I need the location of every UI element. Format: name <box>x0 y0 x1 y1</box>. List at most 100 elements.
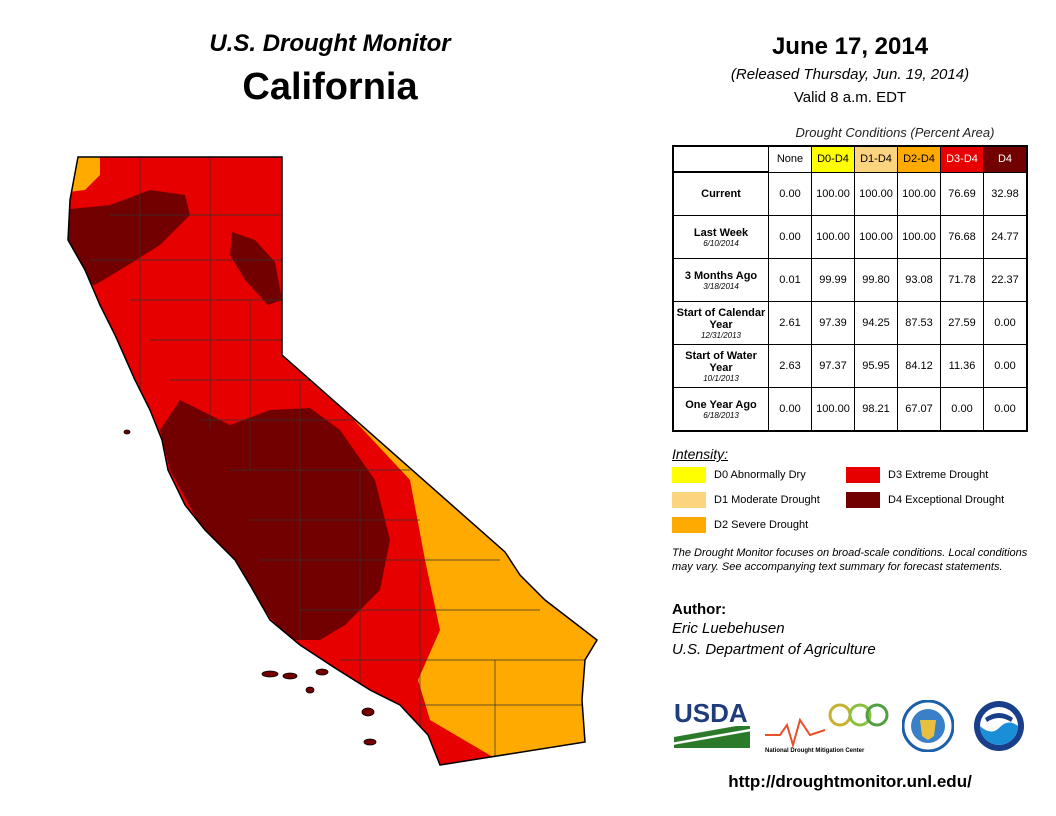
column-header: D2-D4 <box>897 145 941 173</box>
column-header: D0-D4 <box>811 145 855 173</box>
table-cell: 100.00 <box>854 171 898 216</box>
channel-islands <box>123 429 377 746</box>
legend-swatch <box>846 492 880 508</box>
legend-item: D3 Extreme Drought <box>846 467 988 483</box>
row-label-text: Last Week <box>693 226 749 239</box>
row-date: 12/31/2013 <box>700 330 742 340</box>
table-cell: 100.00 <box>811 387 855 432</box>
row-label-text: Start of Water Year <box>685 349 757 374</box>
table-cell: 32.98 <box>983 171 1028 216</box>
table-cell: 76.68 <box>940 215 984 259</box>
table-cell: 100.00 <box>897 215 941 259</box>
table-cell: 87.53 <box>897 301 941 345</box>
legend-swatch <box>672 517 706 533</box>
table-cell: 0.00 <box>983 344 1028 388</box>
table-cell: 95.95 <box>854 344 898 388</box>
column-header: D4 <box>983 145 1028 173</box>
table-cell: 0.01 <box>768 258 812 302</box>
ndmc-logo: National Drought Mitigation Center <box>765 703 889 754</box>
disclaimer-note: The Drought Monitor focuses on broad-sca… <box>672 547 1028 573</box>
legend-swatch <box>672 492 706 508</box>
table-cell: 97.37 <box>811 344 855 388</box>
release-date: (Released Thursday, Jun. 19, 2014) <box>730 66 970 83</box>
legend-label: D4 Exceptional Drought <box>888 494 1005 506</box>
row-label-text: One Year Ago <box>685 398 757 411</box>
table-caption: Drought Conditions (Percent Area) <box>795 125 995 140</box>
table-row: 3 Months Ago 3/18/2014 0.01 99.99 99.80 93.08… <box>672 258 1028 302</box>
legend-label: D1 Moderate Drought <box>714 494 820 506</box>
table-cell: 0.00 <box>768 171 812 216</box>
table-cell: 99.99 <box>811 258 855 302</box>
legend-label: D3 Extreme Drought <box>888 469 989 481</box>
table-cell: 0.00 <box>940 387 984 432</box>
row-date: 6/10/2014 <box>703 238 739 248</box>
row-label: Last Week 6/10/2014 <box>672 215 769 259</box>
svg-text:National Drought Mitigation: National Drought Mitigation Center <box>765 748 865 754</box>
table-cell: 67.07 <box>897 387 941 432</box>
table-cell: 2.61 <box>768 301 812 345</box>
table-cell: 27.59 <box>940 301 984 345</box>
table-cell: 0.00 <box>768 387 812 432</box>
table-cell: 100.00 <box>854 215 898 259</box>
column-header: D1-D4 <box>854 145 898 173</box>
row-label: Start of Water Year 10/1/2013 <box>672 344 769 388</box>
table-cell: 94.25 <box>854 301 898 345</box>
row-label-text: 3 Months Ago <box>684 269 758 282</box>
table-cell: 0.00 <box>983 387 1028 432</box>
doc-seal-logo <box>902 700 954 752</box>
table-row: One Year Ago 6/18/2013 0.00 100.00 98.21 67.0… <box>672 387 1028 432</box>
valid-time: Valid 8 a.m. EDT <box>793 89 907 106</box>
row-date: 10/1/2013 <box>703 373 739 383</box>
noaa-logo <box>974 701 1024 751</box>
table-cell: 97.39 <box>811 301 855 345</box>
usda-logo: USDA <box>674 700 750 752</box>
california-drought-map <box>67 156 598 766</box>
author-name: Eric Luebehusen <box>672 620 785 637</box>
author-label: Author: <box>672 601 727 618</box>
column-header: D3-D4 <box>940 145 984 173</box>
row-label: Start of Calendar Year 12/31/2013 <box>672 301 769 345</box>
table-row: Current 0.00 100.00 100.00 100.00 76.69 32.98 <box>672 171 1028 216</box>
table-cell: 84.12 <box>897 344 941 388</box>
legend-item: D4 Exceptional Drought <box>846 492 1004 508</box>
map-title: U.S. Drought Monitor <box>209 30 451 57</box>
table-cell: 71.78 <box>940 258 984 302</box>
table-cell: 76.69 <box>940 171 984 216</box>
legend-title: Intensity: <box>672 446 729 462</box>
table-cell: 100.00 <box>897 171 941 216</box>
legend-swatch <box>846 467 880 483</box>
row-label-text: Current <box>701 188 741 200</box>
row-label: 3 Months Ago 3/18/2014 <box>672 258 769 302</box>
legend-swatch <box>672 467 706 483</box>
d4-region-northwest <box>68 190 190 285</box>
legend-label: D2 Severe Drought <box>714 519 809 531</box>
table-cell: 98.21 <box>854 387 898 432</box>
row-label: One Year Ago 6/18/2013 <box>672 387 769 432</box>
region-title: California <box>242 66 418 108</box>
d4-region-northeast <box>230 232 282 305</box>
table-cell: 0.00 <box>983 301 1028 345</box>
table-cell: 93.08 <box>897 258 941 302</box>
drought-conditions-table: None D0-D4 D1-D4 D2-D4 D3-D4 D4 Current 0.00 10… <box>672 145 1028 432</box>
table-cell: 2.63 <box>768 344 812 388</box>
table-cell: 100.00 <box>811 215 855 259</box>
map-date: June 17, 2014 <box>771 33 929 60</box>
table-cell: 0.00 <box>768 215 812 259</box>
legend-item: D0 Abnormally Dry <box>672 467 806 483</box>
column-header: None <box>768 145 812 173</box>
table-cell: 24.77 <box>983 215 1028 259</box>
table-row: Start of Calendar Year 12/31/2013 2.61 97.3… <box>672 301 1028 345</box>
website-link[interactable]: http://droughtmonitor.unl.edu/ <box>728 772 972 791</box>
author-org: U.S. Department of Agriculture <box>672 641 876 658</box>
table-cell: 99.80 <box>854 258 898 302</box>
row-label: Current <box>672 171 769 216</box>
table-row: Start of Water Year 10/1/2013 2.63 97.37 95.… <box>672 344 1028 388</box>
table-cell: 11.36 <box>940 344 984 388</box>
county-lines <box>90 157 597 760</box>
row-date: 6/18/2013 <box>703 410 739 420</box>
table-cell: 100.00 <box>811 171 855 216</box>
legend-item: D2 Severe Drought <box>672 517 808 533</box>
legend-item: D1 Moderate Drought <box>672 492 820 508</box>
table-cell: 22.37 <box>983 258 1028 302</box>
